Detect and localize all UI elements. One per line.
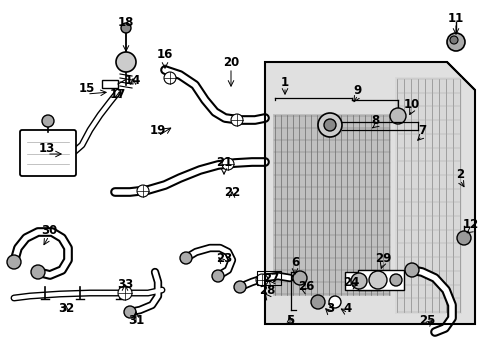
Text: 15: 15 xyxy=(79,81,95,94)
Circle shape xyxy=(222,158,234,170)
Circle shape xyxy=(446,33,464,51)
Circle shape xyxy=(42,115,54,127)
Circle shape xyxy=(137,185,149,197)
Circle shape xyxy=(456,231,470,245)
Text: 30: 30 xyxy=(41,224,57,237)
Circle shape xyxy=(389,108,405,124)
Circle shape xyxy=(292,271,306,285)
Text: 12: 12 xyxy=(462,219,478,231)
Text: 10: 10 xyxy=(403,99,419,112)
Bar xyxy=(394,77,462,314)
Text: 13: 13 xyxy=(39,141,55,154)
Text: 21: 21 xyxy=(215,157,232,170)
Circle shape xyxy=(449,36,457,44)
Text: 25: 25 xyxy=(418,314,434,327)
Text: 7: 7 xyxy=(417,123,425,136)
Text: 3: 3 xyxy=(325,302,333,315)
Text: 2: 2 xyxy=(455,168,463,181)
Circle shape xyxy=(163,72,176,84)
Text: 33: 33 xyxy=(117,279,133,292)
Circle shape xyxy=(389,274,401,286)
Text: 28: 28 xyxy=(258,284,275,297)
Circle shape xyxy=(328,296,340,308)
Circle shape xyxy=(212,270,224,282)
Circle shape xyxy=(404,263,418,277)
Circle shape xyxy=(7,255,21,269)
Circle shape xyxy=(31,265,45,279)
Text: 22: 22 xyxy=(224,186,240,199)
Text: 8: 8 xyxy=(370,113,378,126)
Text: 31: 31 xyxy=(128,314,144,327)
Text: 27: 27 xyxy=(263,271,279,284)
Polygon shape xyxy=(264,62,474,324)
Text: 20: 20 xyxy=(223,55,239,68)
Bar xyxy=(272,114,390,296)
Circle shape xyxy=(180,252,192,264)
Bar xyxy=(257,271,281,285)
Text: 16: 16 xyxy=(157,49,173,62)
Text: 11: 11 xyxy=(447,12,463,24)
Circle shape xyxy=(324,119,335,131)
Circle shape xyxy=(350,273,366,289)
Text: 32: 32 xyxy=(58,302,74,315)
Text: 6: 6 xyxy=(290,256,299,269)
Text: 17: 17 xyxy=(110,89,126,102)
Circle shape xyxy=(256,274,267,286)
Text: 29: 29 xyxy=(374,252,390,265)
Text: 18: 18 xyxy=(118,15,134,28)
Circle shape xyxy=(124,306,136,318)
FancyBboxPatch shape xyxy=(20,130,76,176)
Text: 14: 14 xyxy=(124,73,141,86)
Bar xyxy=(345,272,380,290)
Circle shape xyxy=(310,295,325,309)
Circle shape xyxy=(317,113,341,137)
Text: 23: 23 xyxy=(215,252,232,265)
Bar xyxy=(102,80,118,88)
Text: 24: 24 xyxy=(342,275,359,288)
Text: 9: 9 xyxy=(353,84,362,96)
Text: 26: 26 xyxy=(297,279,314,292)
Circle shape xyxy=(116,52,136,72)
Text: 5: 5 xyxy=(285,314,293,327)
Circle shape xyxy=(368,271,386,289)
Text: 4: 4 xyxy=(343,302,351,315)
Text: 19: 19 xyxy=(149,123,166,136)
Circle shape xyxy=(118,286,132,300)
Bar xyxy=(357,270,403,290)
Circle shape xyxy=(121,23,131,33)
Circle shape xyxy=(230,114,243,126)
Circle shape xyxy=(234,281,245,293)
Text: 1: 1 xyxy=(281,76,288,89)
